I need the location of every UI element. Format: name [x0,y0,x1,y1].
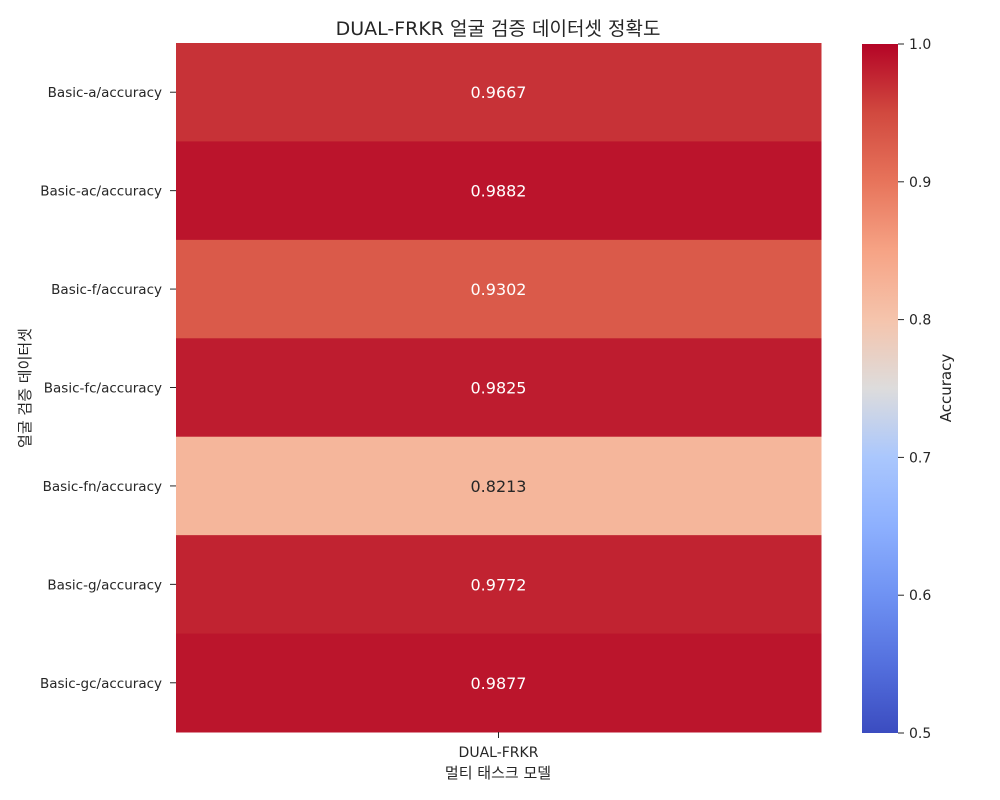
cell-value-label: 0.9877 [471,674,527,693]
cell-value-label: 0.8213 [471,477,527,496]
row-tick-label: Basic-ac/accuracy [40,184,162,200]
colorbar-tick-label: 0.5 [909,726,931,742]
x-tick-labels: DUAL-FRKR [459,732,539,761]
row-tick-label: Basic-f/accuracy [51,282,162,298]
heatmap-cell-labels: 0.9667 0.9882 0.9302 0.9825 0.8213 0.9772 0.98… [471,83,527,693]
row-tick-label: Basic-gc/accuracy [40,676,162,692]
row-tick-label: Basic-fn/accuracy [43,479,162,495]
colorbar-tick-label: 0.8 [909,313,931,329]
colorbar-label: Accuracy [937,354,955,423]
colorbar-tick-label: 0.6 [909,588,931,604]
colorbar-ticks: 0.5 0.6 0.7 0.8 0.9 1.0 [898,37,931,742]
colorbar [862,44,898,733]
row-tick-label: Basic-fc/accuracy [44,381,162,397]
row-tick-label: Basic-g/accuracy [47,577,162,593]
cell-value-label: 0.9825 [471,379,527,398]
cell-value-label: 0.9882 [471,182,527,201]
heatmap-cell [176,633,822,733]
heatmap-cell [176,436,822,536]
chart-title: DUAL-FRKR 얼굴 검증 데이터셋 정확도 [336,18,661,40]
heatmap-cell [176,141,822,241]
y-axis-label: 얼굴 검증 데이터셋 [16,328,34,448]
col-tick-label: DUAL-FRKR [459,745,539,761]
colorbar-tick-label: 0.9 [909,175,931,191]
cell-value-label: 0.9772 [471,575,527,594]
heatmap-cell [176,239,822,339]
y-tick-labels: Basic-a/accuracy Basic-ac/accuracy Basic-f… [40,85,176,692]
colorbar-tick-label: 0.7 [909,450,931,466]
cell-value-label: 0.9667 [471,83,527,102]
colorbar-tick-label: 1.0 [909,37,931,53]
x-axis-label: 멀티 태스크 모델 [445,764,551,782]
heatmap-cell [176,43,822,142]
heatmap-cell [176,535,822,635]
heatmap-cell [176,338,822,438]
row-tick-label: Basic-a/accuracy [48,85,162,101]
cell-value-label: 0.9302 [471,280,527,299]
heatmap-cells [176,43,822,733]
